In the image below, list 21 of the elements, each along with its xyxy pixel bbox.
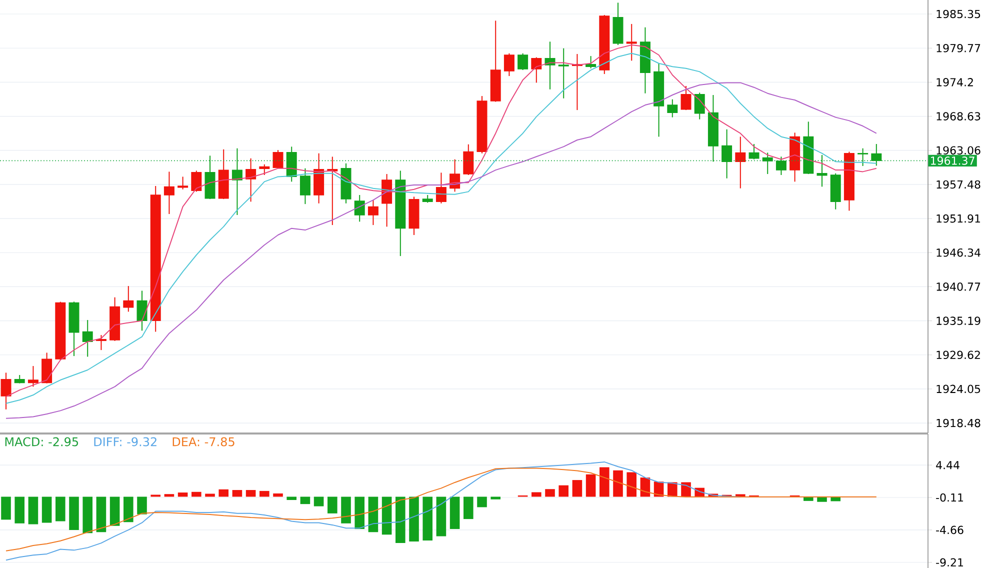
y-tick-label: 1951.91 xyxy=(936,214,980,223)
y-tick-label: 1940.77 xyxy=(936,282,980,291)
y-tick-label: 1918.48 xyxy=(936,418,980,428)
y-tick-label: 1968.63 xyxy=(936,112,980,120)
y-tick-label: 4.44 xyxy=(936,461,960,470)
y-tick-label: 1974.2 xyxy=(936,78,973,86)
y-tick-label: 1979.77 xyxy=(936,44,980,52)
ref-line-label: 1961.37 xyxy=(931,156,974,165)
y-tick-label: 1957.48 xyxy=(936,180,980,189)
y-tick-label: 1929.62 xyxy=(936,350,980,360)
text: MACD: -2.95 xyxy=(5,437,78,446)
y-tick-label: 1985.35 xyxy=(936,10,980,18)
y-tick-label: 1946.34 xyxy=(936,248,980,257)
y-tick-label: 1963.06 xyxy=(936,146,980,155)
y-tick-label: -0.11 xyxy=(936,493,963,502)
text: DEA: -7.85 xyxy=(172,437,234,446)
y-tick-label: 1924.05 xyxy=(936,384,980,394)
text: DIFF: -9.32 xyxy=(94,437,156,446)
y-tick-label: 1935.19 xyxy=(936,316,980,325)
y-tick-label: -4.66 xyxy=(936,526,964,534)
y-tick-label: -9.21 xyxy=(936,558,963,567)
